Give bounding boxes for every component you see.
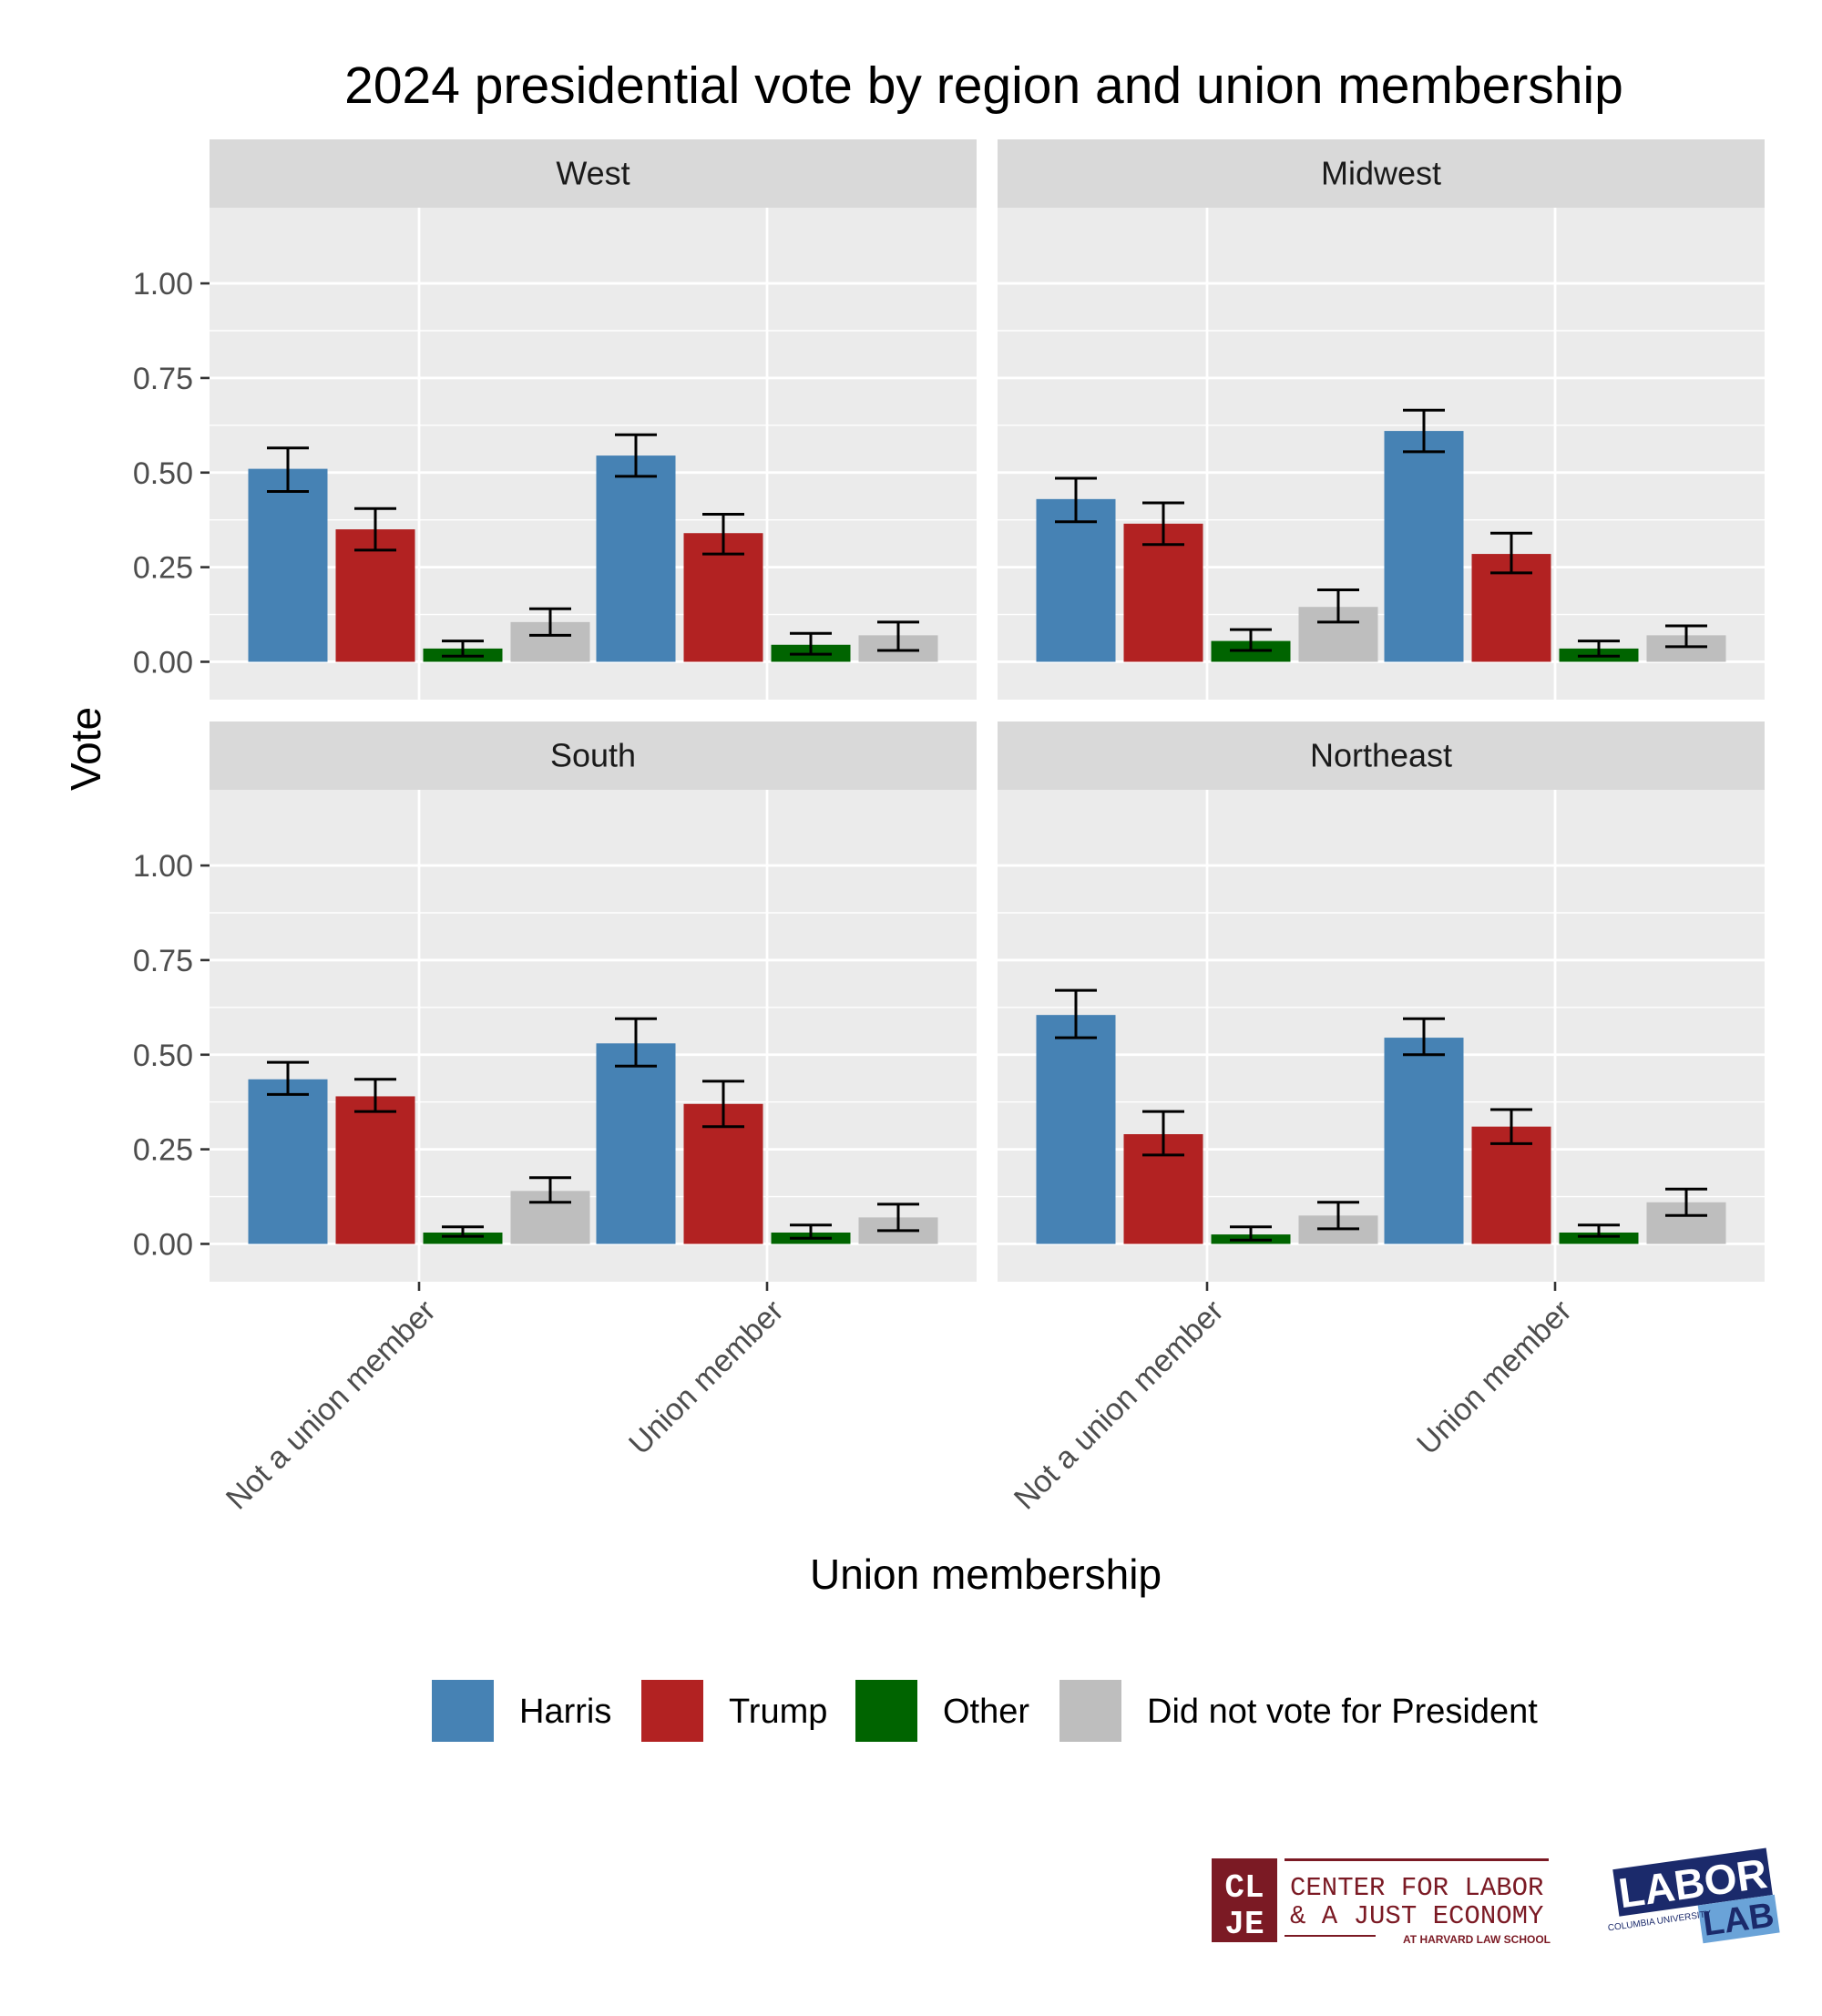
y-tick-label: 1.00 [133,267,193,302]
bar-harris [596,1043,676,1244]
legend-item-harris: Harris [430,1678,611,1744]
error-bar [1665,1187,1707,1217]
x-tick-label: Union member [622,1294,791,1462]
strip-label-west: West [556,155,630,192]
error-bar [1230,628,1272,652]
bar-trump [1123,523,1203,662]
panel-south: South 1.00 0.75 0.50 0.25 0.00 Not a union mem… [133,721,977,1516]
legend-key-did-not-vote-for-president [1058,1678,1123,1744]
bar-harris [1384,431,1464,662]
error-bar [442,640,484,658]
error-bar [1490,531,1532,575]
error-bar [1403,1017,1445,1057]
error-bar [354,1078,396,1113]
error-bar [702,1080,744,1129]
legend-label-did-not-vote-for-president: Did not vote for President [1147,1693,1538,1731]
error-bar [1317,1201,1359,1231]
y-tick-label: 0.50 [133,1039,193,1073]
legend-label-harris: Harris [519,1693,611,1731]
x-tick-label: Not a union member [1008,1294,1231,1517]
error-bar [1055,988,1097,1039]
laborlab-logo-block-top [1612,1847,1773,1917]
strip-label-south: South [550,737,636,774]
bar-trump [335,1096,415,1244]
laborlab-logo-block-bottom [1697,1894,1780,1944]
error-bar [877,620,919,652]
bar-trump [1471,1126,1551,1244]
strip-midwest [998,139,1765,208]
error-bar [1403,408,1445,454]
strip-label-midwest: Midwest [1321,155,1441,192]
panel-northeast: Northeast Not a union member Union member [998,721,1765,1516]
legend-item-other: Other [854,1678,1029,1744]
y-tick-label: 0.50 [133,456,193,491]
x-tick-label: Not a union member [220,1294,443,1517]
error-bar [1230,1225,1272,1242]
y-axis-title: Vote [62,707,109,791]
error-bar [615,433,657,478]
error-bar [354,507,396,552]
error-bar [267,446,309,494]
laborlab-logo: LABOR LAB COLUMBIA UNIVERSITY [1607,1847,1780,1944]
legend: Harris Trump Other Did not vote for Preside… [430,1678,1538,1744]
error-bar [790,1223,832,1240]
legend-label-trump: Trump [729,1693,827,1731]
clje-logo-line1: CENTER FOR LABOR [1290,1873,1543,1903]
error-bar [1055,476,1097,524]
clje-logo-bottom-rule [1285,1935,1376,1937]
y-tick-label: 0.25 [133,1133,193,1168]
y-tick-label: 0.75 [133,944,193,978]
legend-label-other: Other [943,1693,1029,1731]
legend-item-trump: Trump [640,1678,827,1744]
strip-south [210,721,977,790]
y-tick-label: 0.75 [133,362,193,396]
error-bar [1578,640,1620,658]
strip-label-northeast: Northeast [1310,737,1452,774]
error-bar [615,1017,657,1068]
clje-logo-line3: AT HARVARD LAW SCHOOL [1403,1933,1551,1946]
error-bar [1490,1108,1532,1145]
bar-harris [1036,498,1116,662]
strip-west [210,139,977,208]
legend-key-trump [640,1678,705,1744]
bar-harris [596,455,676,662]
error-bar [1142,1110,1184,1157]
error-bar [529,1176,571,1204]
legend-key-other [854,1678,919,1744]
panel-midwest: Midwest [998,139,1765,700]
error-bar [877,1202,919,1233]
bar-harris [1384,1038,1464,1244]
error-bar [1142,501,1184,547]
error-bar [1317,588,1359,624]
x-axis-title: Union membership [810,1550,1162,1598]
clje-logo-letters-bottom: JE [1224,1906,1264,1943]
clje-logo: CL JE CENTER FOR LABOR & A JUST ECONOMY … [1212,1858,1551,1946]
y-tick-label: 0.25 [133,551,193,586]
error-bar [1578,1223,1620,1238]
clje-logo-line2: & A JUST ECONOMY [1290,1901,1543,1931]
y-tick-label: 0.00 [133,1227,193,1262]
bar-harris [248,468,328,662]
legend-key-harris [430,1678,496,1744]
error-bar [702,512,744,556]
panel-west: West 1.00 0.75 0.50 0.25 0.00 [133,139,977,700]
panels: West 1.00 0.75 0.50 0.25 0.00 Midwest South 1.00… [133,139,1765,1516]
y-tick-label: 0.00 [133,645,193,680]
clje-logo-block [1212,1858,1277,1942]
error-bar [1665,624,1707,649]
clje-logo-letters-top: CL [1224,1869,1264,1907]
error-bar [790,631,832,656]
clje-logo-top-rule [1285,1858,1549,1861]
strip-northeast [998,721,1765,790]
chart-title: 2024 presidential vote by region and uni… [344,56,1623,115]
x-tick-label: Union member [1410,1294,1579,1462]
error-bar [267,1060,309,1096]
bar-harris [1036,1015,1116,1244]
bar-harris [248,1079,328,1244]
legend-item-did-not-vote-for-president: Did not vote for President [1058,1678,1538,1744]
y-tick-label: 1.00 [133,849,193,884]
error-bar [529,607,571,637]
error-bar [442,1225,484,1238]
